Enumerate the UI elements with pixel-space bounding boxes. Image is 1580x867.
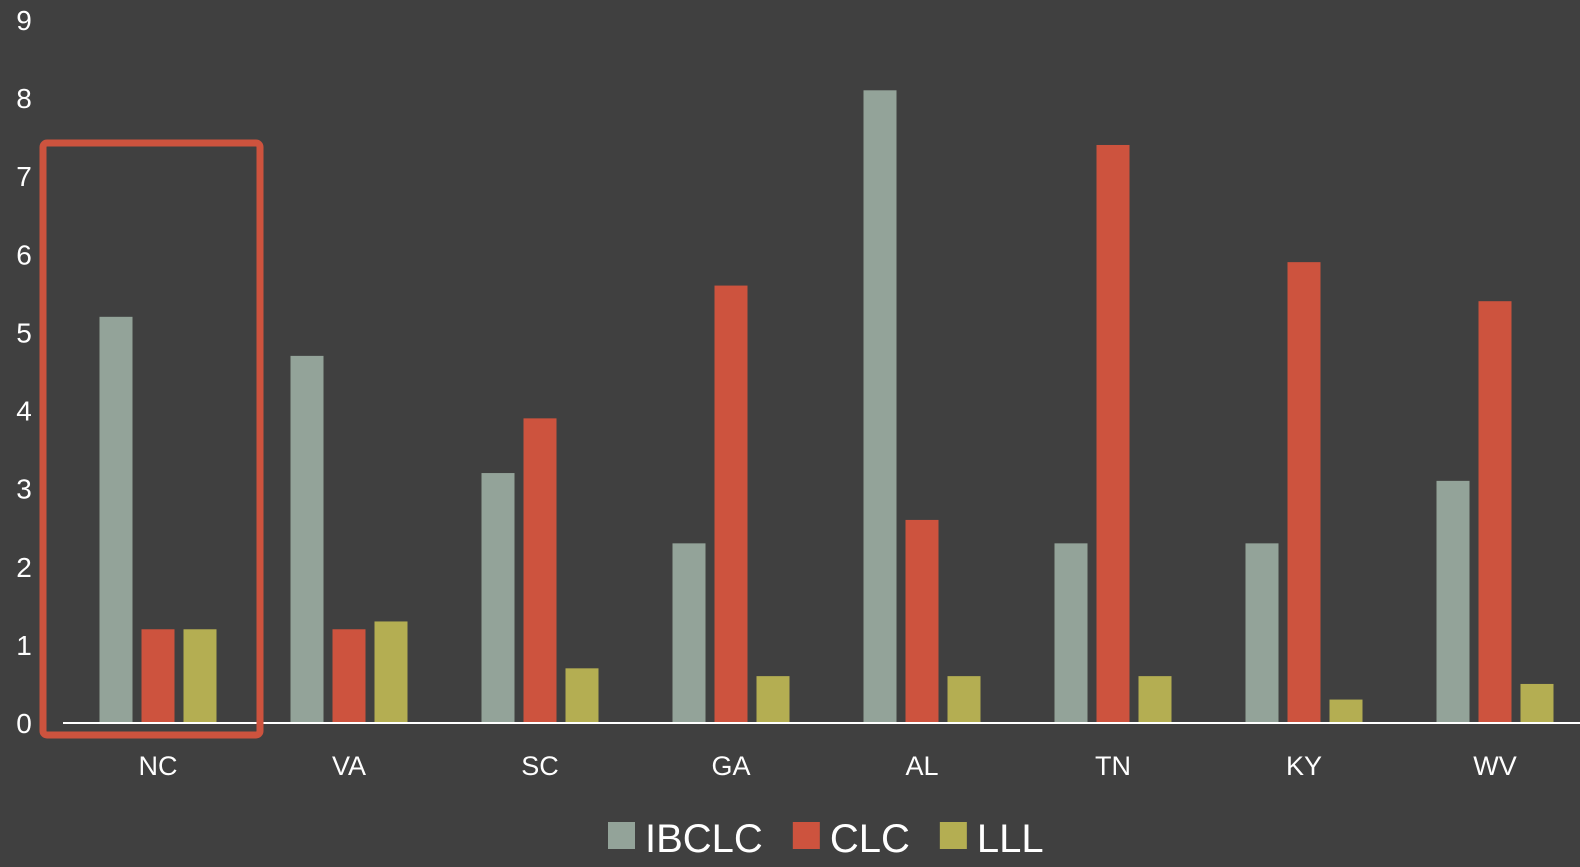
bar-clc-ky bbox=[1287, 262, 1321, 723]
legend-swatch-ibclc bbox=[608, 822, 635, 849]
y-tick-label: 7 bbox=[16, 161, 32, 192]
x-tick-label: KY bbox=[1286, 751, 1322, 781]
bar-ibclc-wv bbox=[1436, 480, 1470, 723]
legend: IBCLC CLC LLL bbox=[608, 817, 1044, 861]
x-tick-label: WV bbox=[1473, 751, 1517, 781]
x-tick-label: VA bbox=[332, 751, 366, 781]
bars bbox=[99, 90, 1554, 724]
x-tick-label: SC bbox=[521, 751, 559, 781]
bar-ibclc-ky bbox=[1245, 543, 1279, 723]
bar-ibclc-ga bbox=[672, 543, 706, 723]
x-tick-label: AL bbox=[905, 751, 938, 781]
bar-lll-va bbox=[374, 621, 408, 723]
x-tick-label: NC bbox=[139, 751, 178, 781]
bar-ibclc-al bbox=[863, 90, 897, 724]
legend-label-lll: LLL bbox=[977, 817, 1044, 861]
bar-clc-ga bbox=[714, 285, 748, 723]
legend-label-ibclc: IBCLC bbox=[645, 817, 763, 861]
y-tick-label: 4 bbox=[16, 396, 32, 427]
legend-swatch-clc bbox=[792, 822, 820, 849]
y-tick-label: 2 bbox=[16, 552, 32, 583]
bar-lll-tn bbox=[1138, 676, 1172, 723]
y-tick-label: 6 bbox=[16, 239, 32, 270]
bar-clc-sc bbox=[523, 418, 557, 723]
x-tick-label: TN bbox=[1095, 751, 1131, 781]
bar-ibclc-sc bbox=[481, 473, 515, 723]
bar-clc-tn bbox=[1096, 144, 1130, 723]
bar-lll-ky bbox=[1329, 699, 1363, 723]
bar-lll-nc bbox=[183, 629, 217, 723]
bar-ibclc-nc bbox=[99, 316, 133, 723]
y-tick-label: 3 bbox=[16, 474, 32, 505]
bar-clc-nc bbox=[141, 629, 175, 723]
bar-clc-al bbox=[905, 519, 939, 723]
legend-swatch-lll bbox=[939, 822, 967, 849]
bar-lll-al bbox=[947, 676, 981, 723]
bar-lll-ga bbox=[756, 676, 790, 723]
bar-clc-wv bbox=[1478, 301, 1512, 723]
y-tick-label: 8 bbox=[16, 83, 32, 114]
y-axis-ticks: 0 1 2 3 4 5 6 7 8 9 bbox=[16, 5, 32, 739]
bar-ibclc-va bbox=[290, 355, 324, 723]
x-axis-ticks: NC VA SC GA AL TN KY WV bbox=[139, 751, 1517, 781]
bar-clc-va bbox=[332, 629, 366, 723]
y-tick-label: 0 bbox=[16, 708, 32, 739]
x-tick-label: GA bbox=[711, 751, 750, 781]
bar-lll-sc bbox=[565, 668, 599, 723]
legend-label-clc: CLC bbox=[830, 817, 910, 861]
bar-ibclc-tn bbox=[1054, 543, 1088, 723]
bar-lll-wv bbox=[1520, 683, 1554, 723]
y-tick-label: 1 bbox=[16, 630, 32, 661]
y-tick-label: 5 bbox=[16, 317, 32, 348]
highlight-box bbox=[39, 139, 264, 739]
y-tick-label: 9 bbox=[16, 5, 32, 36]
